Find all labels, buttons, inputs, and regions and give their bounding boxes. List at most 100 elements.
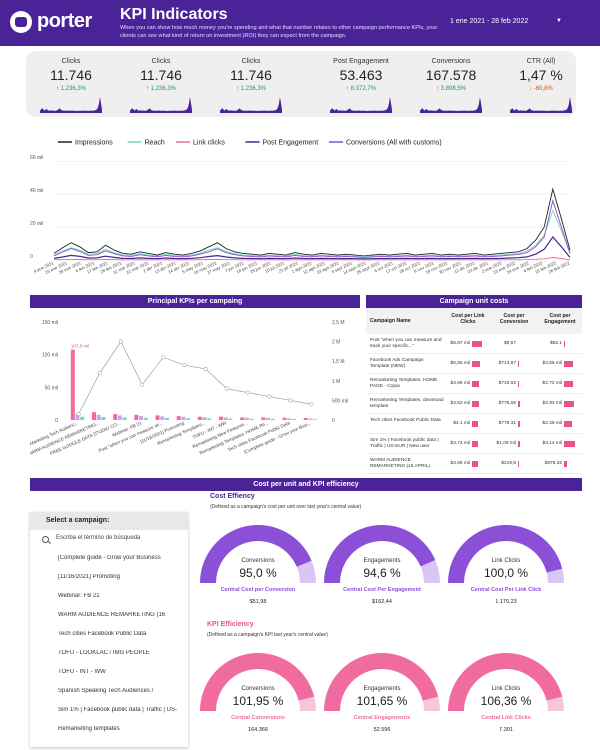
gauge-label: Conversions (241, 686, 275, 692)
line-point (76, 411, 81, 417)
kpi-delta-value: 1.236,3% (60, 86, 87, 92)
table-row[interactable]: Post "when you can measure and track you… (366, 336, 582, 354)
table-row[interactable]: Sim 1% | Facebook public data | Traffic … (366, 436, 582, 454)
campaign-search-input[interactable]: Escriba el término de búsqueda (42, 534, 182, 548)
column-header-cost-link-clicks[interactable]: Cost per Link Clicks (451, 313, 485, 325)
principal-kpis-chart: 0 50 mil 100 mil 150 mil 0 500 mil 1 M 1,5 M 2 M… (30, 320, 348, 457)
campaign-name-cell: WARM AUDIENCE REMARKETING (16 APRIL) (370, 458, 430, 469)
cost-value-cell: $719,02 (498, 381, 516, 386)
column-header-cost-conversion[interactable]: Cost per Conversion (499, 313, 529, 325)
gauge-footer-value: 164.366 (248, 727, 268, 733)
campaign-name-cell: Post "when you can measure and track you… (370, 338, 442, 349)
y-right-tick-label: 2 M (332, 340, 340, 346)
table-row[interactable]: Tech cities Facebook Public Data $4,1 mil… (366, 416, 582, 434)
kpi-label: Clicks (61, 58, 81, 65)
line-point (245, 390, 250, 395)
gauge-arc (200, 525, 316, 583)
cost-value-cell: $4,52 mil (450, 401, 470, 406)
legend-item[interactable]: Link clicks (176, 140, 225, 147)
table-row[interactable]: Remarketing Templates. download template… (366, 396, 582, 414)
selector-title: Select a campaign: (30, 512, 188, 530)
bar-reach (223, 417, 228, 420)
bar-post-engagement (80, 416, 85, 420)
sparkline-area (420, 97, 482, 113)
bar-impressions (197, 416, 202, 420)
cost-value-bar (564, 401, 574, 407)
cost-value-bar (472, 421, 478, 427)
kpi-sparkline (420, 97, 482, 113)
campaign-option[interactable]: Webinar: FB 21 (58, 593, 100, 599)
campaign-option[interactable]: Spanish Speaking Tech Audiences / (58, 688, 154, 694)
series-line-post-engagement (53, 236, 571, 260)
date-range-selector[interactable]: 1 ene 2021 - 28 feb 2022 (450, 18, 529, 25)
cost-value-cell: $4,66 mil (450, 381, 470, 386)
bar-post-engagement (186, 418, 191, 420)
legend-label: Reach (145, 140, 165, 147)
kpi-value: 167.578 (425, 67, 477, 83)
campaign-option[interactable]: WARM AUDIENCE REMARKETING (16 (58, 612, 166, 618)
column-header-campaign[interactable]: Campaign Name (370, 318, 411, 324)
legend-item[interactable]: Post Engagement (245, 140, 319, 147)
bar-impressions (92, 412, 96, 420)
kpi-card: Conversions 167.578 ↑ 3.898,5% (408, 51, 494, 117)
bar-impressions (70, 349, 75, 420)
kpi-sparkline (40, 97, 102, 113)
performance-line-chart: Impressions Reach Link clicks Post Engageme… (30, 140, 571, 276)
campaign-option[interactable]: [11/16/2021] Promoting (58, 574, 120, 580)
y-right-tick-label: 1 M (332, 379, 340, 385)
table-header: Campaign Name Cost per Link Clicks Cost … (366, 308, 582, 334)
table-row[interactable]: Remarketing Templates. HOME PAGE - Copia… (366, 376, 582, 394)
line-point (288, 398, 293, 403)
column-header-cost-engagement[interactable]: Cost per Engagement (544, 313, 576, 325)
cost-value-cell: $3,14 mil (542, 441, 562, 446)
cost-value-bar (472, 461, 478, 467)
cost-value-bar (518, 401, 520, 407)
line-point (182, 362, 187, 368)
bar-reach (96, 414, 101, 420)
bar-reach (308, 418, 313, 420)
gauge-footer-label: Central Cost per Conversion (220, 587, 296, 593)
cost-value-cell: $775,65 (498, 401, 516, 406)
series-line-link-clicks (53, 257, 571, 261)
kpi-sparkline (220, 97, 282, 113)
kpi-sparkline (130, 97, 192, 113)
kpi-delta: ↓ -60,8% (498, 86, 584, 92)
bar-impressions (303, 418, 308, 420)
page-title: KPI Indicators (120, 6, 228, 23)
logo: porter (10, 10, 92, 33)
cost-value-cell: $55,1 (549, 341, 562, 346)
chevron-down-icon[interactable]: ▼ (556, 18, 562, 24)
table-row[interactable]: Facebook Ads Campaign Template (NEW) $5,5… (366, 356, 582, 374)
campaign-name-cell: Remarketing Templates. download template (370, 398, 444, 409)
gauge-label: Conversions (241, 558, 275, 564)
bar-impressions (219, 416, 223, 420)
kpi-value: 53.463 (339, 67, 383, 83)
kpi-scorecards: Clicks 11.746 ↑ 1.236,3% Clicks 11.746 ↑ 1.23… (26, 51, 576, 117)
search-placeholder: Escriba el término de búsqueda (56, 535, 141, 541)
campaign-option[interactable]: TOFU - LOOKLAC / IMG PEOPLE (58, 650, 150, 656)
table-row[interactable]: WARM AUDIENCE REMARKETING (16 APRIL) $3,6… (366, 456, 582, 474)
campaign-option[interactable]: [Complete guide - Grow your Business (58, 555, 161, 561)
cost-value-bar (564, 421, 572, 427)
campaign-option[interactable]: Sim 1% | Facebook public data | Traffic … (58, 707, 177, 713)
legend-item[interactable]: Impressions (58, 140, 113, 147)
campaign-option[interactable]: TOFU - INT - WW (58, 669, 106, 675)
bar-reach (181, 416, 186, 420)
legend-item[interactable]: Reach (127, 140, 165, 147)
campaign-option[interactable]: Remarketing templates (58, 726, 120, 732)
bar-impressions (113, 414, 118, 420)
kpi-delta-value: 1.236,3% (240, 86, 267, 92)
gauge-footer-label: Central Engagements (353, 715, 411, 721)
cost-value-cell: $9,57 (503, 341, 516, 346)
kpi-card: Clicks 11.746 ↑ 1.236,3% (118, 51, 204, 117)
gauge-arc (200, 653, 316, 711)
legend-item[interactable]: Conversions (All with customs) (329, 140, 442, 147)
line-point (309, 402, 314, 407)
y-tick-label: 40 mil (30, 188, 43, 194)
y-right-tick-label: 1,5 M (332, 359, 345, 365)
cost-value-cell: $6,67 mil (450, 341, 470, 346)
campaign-option[interactable]: Tech cities Facebook Public Data (58, 631, 147, 637)
cost-value-cell: $1,09 mil (496, 441, 516, 446)
line-point (203, 366, 208, 372)
kpi-delta: ↑ 1.236,3% (28, 86, 114, 92)
